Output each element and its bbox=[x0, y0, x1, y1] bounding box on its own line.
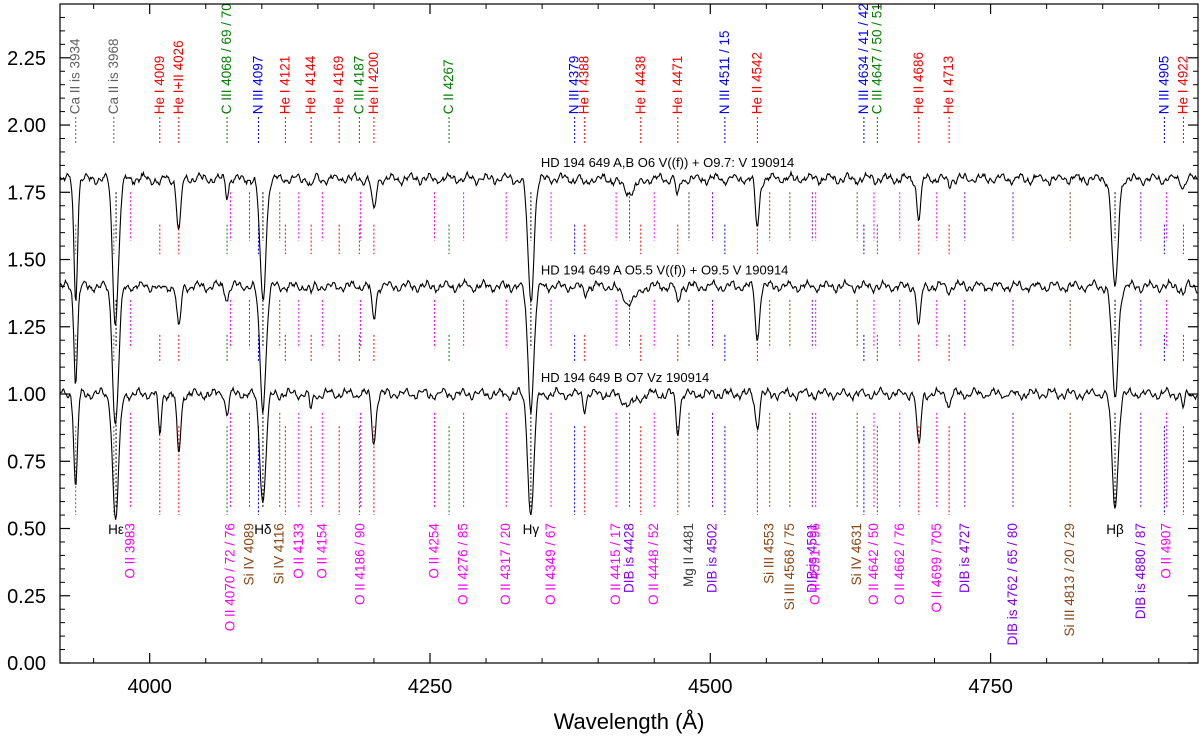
top-line-label: C III 4647 / 50 / 51 bbox=[869, 3, 884, 114]
top-line-label: He I 4471 bbox=[670, 56, 685, 115]
bottom-line-label: Si III 4553 bbox=[762, 523, 777, 584]
y-tick-label: 0.00 bbox=[7, 653, 46, 675]
bottom-h-label: Hε bbox=[108, 522, 124, 537]
bottom-line-label: O II 4133 bbox=[291, 523, 306, 579]
y-tick-label: 1.75 bbox=[7, 182, 46, 204]
y-tick-label: 1.50 bbox=[7, 250, 46, 272]
y-tick-label: 0.50 bbox=[7, 519, 46, 541]
x-axis-title: Wavelength (Å) bbox=[554, 709, 705, 734]
x-tick-label: 4000 bbox=[127, 676, 172, 698]
top-line-label: He I 4121 bbox=[277, 56, 292, 115]
top-line-label: He I+II 4026 bbox=[171, 40, 186, 114]
y-tick-label: 2.00 bbox=[7, 115, 46, 137]
bottom-line-label: Si IV 4089 bbox=[241, 523, 256, 585]
axes: 0.00 0.25 0.50 0.75 1.00 1.25 1.50 1.75 2.00 2.25… bbox=[7, 3, 1198, 698]
bottom-line-label: O II 4349 / 67 bbox=[543, 523, 558, 605]
top-line-label: He I 4009 bbox=[152, 56, 167, 115]
bottom-line-label: Si III 4568 / 75 bbox=[782, 523, 797, 610]
top-line-label: He I 4144 bbox=[303, 55, 318, 114]
y-tick-label: 0.75 bbox=[7, 451, 46, 473]
bottom-line-label: DIB is 4502 bbox=[705, 523, 720, 593]
y-tick-label: 2.25 bbox=[7, 48, 46, 70]
top-line-label: N III 4634 / 41 / 42 bbox=[856, 3, 871, 114]
x-tick-label: 4500 bbox=[688, 676, 733, 698]
bottom-line-label: O II 4070 / 72 / 76 bbox=[222, 523, 237, 631]
spectra: HD 194 649 A,B O6 V((f)) + O9.7: V 19091… bbox=[59, 155, 1198, 520]
top-line-label: C III 4187 bbox=[351, 56, 366, 115]
top-line-label: C II 4267 bbox=[441, 59, 456, 114]
bottom-line-label: O II 4254 bbox=[426, 523, 441, 579]
top-line-label: He I 4713 bbox=[941, 56, 956, 115]
top-line-label: He II 4200 bbox=[366, 52, 381, 114]
y-tick-label: 1.00 bbox=[7, 384, 46, 406]
bottom-line-label: O II 4699 / 705 bbox=[929, 523, 944, 612]
spectrum-line bbox=[59, 386, 1198, 520]
top-line-label: He I 4438 bbox=[633, 56, 648, 115]
plot-frame bbox=[59, 3, 1199, 664]
bottom-line-label: O II 4317 / 20 bbox=[498, 523, 513, 605]
bottom-line-label: O II 4907 bbox=[1159, 523, 1174, 579]
spectrum-label: HD 194 649 B O7 Vz 190914 bbox=[541, 370, 709, 385]
bottom-h-label: Hδ bbox=[254, 522, 271, 537]
bottom-line-label: Mg II 4481 bbox=[681, 523, 696, 587]
bottom-line-label: O II 4415 / 17 bbox=[608, 523, 623, 605]
bottom-h-label: Hβ bbox=[1106, 522, 1124, 537]
top-line-label: He I 4169 bbox=[331, 56, 346, 115]
top-line-label: N III 4379 bbox=[567, 56, 582, 115]
top-line-label: N III 4511 / 15 bbox=[717, 30, 732, 114]
top-line-label: He II 4542 bbox=[749, 52, 764, 114]
bottom-line-label: DIB is 4880 / 87 bbox=[1133, 523, 1148, 619]
top-line-label: C III 4068 / 69 / 70 bbox=[219, 3, 234, 114]
spectrum-label: HD 194 649 A O5.5 V((f)) + O9.5 V 190914 bbox=[541, 262, 789, 277]
top-line-label: He II 4686 bbox=[911, 52, 926, 114]
bottom-line-label: Si III 4813 / 20 / 29 bbox=[1062, 523, 1077, 636]
spectrum-line bbox=[59, 169, 1198, 326]
spectrum-label: HD 194 649 A,B O6 V((f)) + O9.7: V 19091… bbox=[541, 155, 794, 170]
bottom-line-label: Si IV 4116 bbox=[272, 523, 287, 584]
bottom-line-label: O II 4642 / 50 bbox=[866, 523, 881, 605]
top-line-label: N III 4097 bbox=[250, 56, 265, 115]
bottom-line-label: DIB is 4762 / 65 / 80 bbox=[1005, 523, 1020, 645]
bottom-line-label: O II 4276 / 85 bbox=[456, 523, 471, 605]
top-line-label: He I 4388 bbox=[577, 56, 592, 115]
bottom-line-label: DIB is 4428 bbox=[622, 523, 637, 593]
bottom-line-label: Si IV 4631 bbox=[849, 523, 864, 585]
bottom-line-label: O II 4448 / 52 bbox=[646, 523, 661, 605]
bottom-h-label: Hγ bbox=[523, 522, 540, 537]
bottom-line-label: DIB is 4591 bbox=[804, 523, 819, 593]
x-tick-label: 4250 bbox=[408, 676, 453, 698]
spectrum-line bbox=[59, 277, 1198, 425]
top-line-label: Ca II is 3968 bbox=[106, 38, 121, 114]
bottom-line-label: O II 4662 / 76 bbox=[892, 523, 907, 605]
bottom-line-label: O II 4591 / 96 bbox=[808, 523, 823, 605]
line-labels: Ca II is 3934 Ca II is 3968 He I 4009 He I+… bbox=[68, 3, 1191, 645]
bottom-line-label: O II 4154 bbox=[314, 523, 329, 579]
y-tick-label: 1.25 bbox=[7, 317, 46, 339]
bottom-line-label: DIB is 4727 bbox=[957, 523, 972, 593]
top-line-label: Ca II is 3934 bbox=[68, 38, 83, 114]
bottom-line-label: O II 4186 / 90 bbox=[352, 523, 367, 605]
top-line-label: N III 4905 bbox=[1156, 56, 1171, 115]
y-tick-label: 0.25 bbox=[7, 586, 46, 608]
bottom-line-label: O II 3983 bbox=[123, 523, 138, 579]
top-line-label: He I 4922 bbox=[1175, 56, 1190, 115]
x-tick-label: 4750 bbox=[968, 676, 1013, 698]
